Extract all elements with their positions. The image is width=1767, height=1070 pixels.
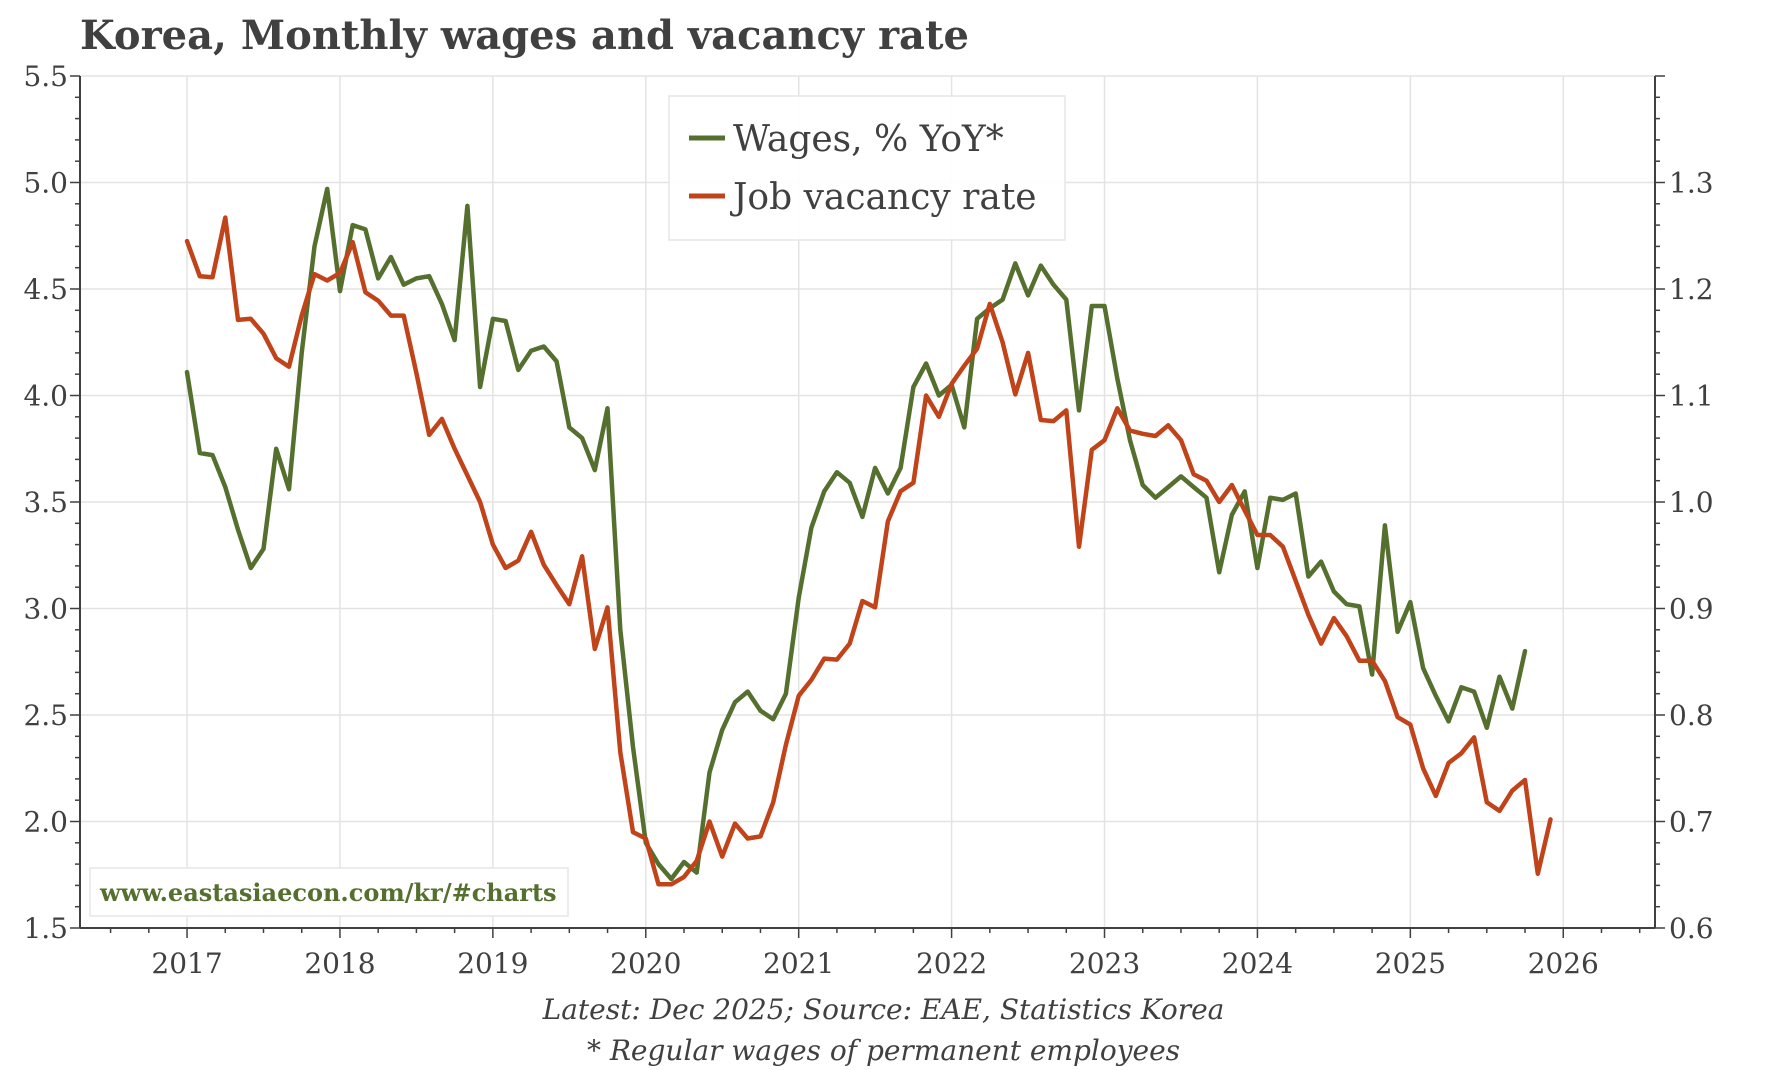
series-line-vacancy	[184, 215, 1553, 887]
x-tick-label: 2025	[1375, 947, 1446, 980]
x-tick-label: 2021	[763, 947, 834, 980]
y-right-tick-label: 1.3	[1669, 167, 1714, 200]
y-left-tick-label: 2.0	[23, 806, 68, 839]
y-right-tick-label: 1.0	[1669, 486, 1714, 519]
wages-footnote: * Regular wages of permanent employees	[586, 1034, 1181, 1067]
legend: Wages, % YoY* Job vacancy rate	[668, 95, 1066, 241]
watermark: www.eastasiaecon.com/kr/#charts	[89, 867, 569, 917]
y-left-tick-label: 3.5	[23, 486, 68, 519]
y-left-tick-label: 1.5	[23, 912, 68, 945]
x-tick-label: 2017	[151, 947, 222, 980]
y-right-tick-label: 1.1	[1669, 380, 1714, 413]
watermark-box	[89, 867, 569, 917]
legend-box	[668, 95, 1066, 241]
x-tick-label: 2018	[304, 947, 375, 980]
y-right-tick-label: 0.7	[1669, 806, 1714, 839]
y-left-tick-label: 5.5	[23, 60, 68, 93]
legend-label-vacancy: Job vacancy rate	[729, 177, 1037, 218]
y-left-tick-label: 2.5	[23, 699, 68, 732]
y-right-tick-label: 0.9	[1669, 593, 1714, 626]
y-left-tick-label: 5.0	[23, 167, 68, 200]
series-lines	[184, 186, 1553, 887]
legend-label-wages: Wages, % YoY*	[733, 119, 1004, 160]
x-tick-label: 2026	[1528, 947, 1599, 980]
series-line-wages	[184, 186, 1528, 882]
y-right-tick-label: 0.8	[1669, 699, 1714, 732]
source-note: Latest: Dec 2025; Source: EAE, Statistic…	[542, 993, 1225, 1026]
y-left-tick-label: 4.0	[23, 380, 68, 413]
x-tick-label: 2019	[457, 947, 528, 980]
axes: 1.5 2.0 2.5 3.0 3.5 4.0 4.5 5.0 5.5 0.6 0.7 0.8 0.9 1…	[23, 60, 1713, 980]
y-left-tick-label: 4.5	[23, 273, 68, 306]
y-right-tick-label: 0.6	[1669, 912, 1714, 945]
watermark-text: www.eastasiaecon.com/kr/#charts	[99, 878, 557, 907]
x-tick-label: 2024	[1222, 947, 1293, 980]
chart-title: Korea, Monthly wages and vacancy rate	[80, 12, 969, 59]
x-tick-label: 2023	[1069, 947, 1140, 980]
x-tick-label: 2022	[916, 947, 987, 980]
y-right-tick-label: 1.2	[1669, 273, 1714, 306]
x-tick-label: 2020	[610, 947, 681, 980]
y-left-tick-label: 3.0	[23, 593, 68, 626]
